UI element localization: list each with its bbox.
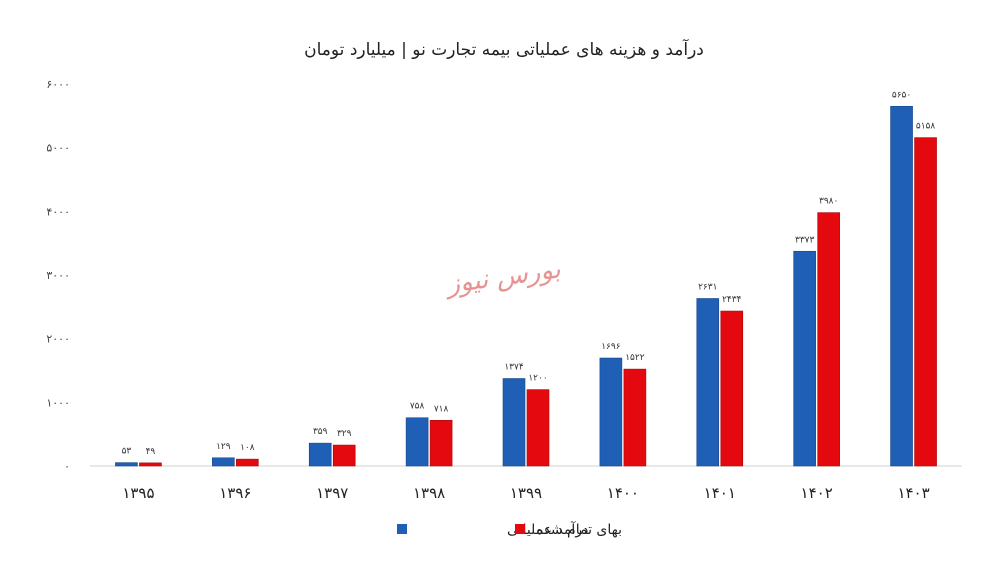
data-labels-group: ۵۳ ۴۹ ۱۲۹ ۱۰۸ ۳۵۹ ۳۲۹ ۷۵۸ ۷۱۸ ۱۳۷۴ ۱۲۰۰ ۱۶۹۶ ۱۵۲۲ ۲۶… bbox=[122, 90, 936, 457]
data-label: ۵۳ bbox=[122, 447, 132, 457]
data-label: ۲۴۳۴ bbox=[722, 295, 742, 305]
data-label: ۵۱۵۸ bbox=[916, 122, 936, 132]
data-label: ۴۹ bbox=[146, 447, 156, 457]
data-label: ۳۵۹ bbox=[313, 427, 328, 437]
bar-operating-revenue bbox=[115, 462, 138, 467]
x-tick-label: ۱۴۰۲ bbox=[801, 484, 833, 502]
y-tick-label: ۵۰۰۰ bbox=[46, 142, 70, 155]
x-tick-label: ۱۳۹۹ bbox=[510, 484, 542, 502]
bar-cost bbox=[236, 458, 259, 467]
y-tick-label: ۰ bbox=[64, 460, 70, 473]
bar-cost bbox=[429, 419, 453, 467]
data-label: ۱۲۰۰ bbox=[528, 374, 547, 384]
y-tick-label: ۲۰۰۰ bbox=[46, 333, 70, 346]
y-axis: ۰ ۱۰۰۰ ۲۰۰۰ ۳۰۰۰ ۴۰۰۰ ۵۰۰۰ ۶۰۰۰ bbox=[46, 78, 70, 473]
y-tick-label: ۳۰۰۰ bbox=[46, 269, 70, 282]
bar-operating-revenue bbox=[212, 457, 235, 467]
bars-group bbox=[115, 105, 937, 467]
legend-label-cost: بهای تمام شده bbox=[536, 522, 622, 538]
chart-title: درآمد و هزینه های عملیاتی بیمه تجارت نو … bbox=[304, 38, 704, 60]
data-label: ۲۶۳۱ bbox=[698, 282, 717, 292]
legend-swatch-revenue bbox=[397, 524, 407, 534]
bar-cost bbox=[914, 137, 937, 467]
x-tick-label: ۱۳۹۵ bbox=[122, 484, 154, 502]
watermark: بورس نیوز bbox=[442, 254, 562, 300]
data-label: ۷۱۸ bbox=[434, 404, 449, 414]
data-label: ۷۵۸ bbox=[410, 402, 425, 412]
data-label: ۳۳۷۳ bbox=[795, 235, 815, 245]
bar-cost bbox=[139, 462, 162, 467]
y-tick-label: ۶۰۰۰ bbox=[46, 78, 70, 91]
data-label: ۱۶۹۶ bbox=[601, 342, 621, 352]
bar-operating-revenue bbox=[308, 442, 332, 467]
legend-swatch-cost bbox=[515, 524, 525, 534]
y-tick-label: ۱۰۰۰ bbox=[46, 396, 70, 409]
x-tick-label: ۱۳۹۸ bbox=[413, 484, 445, 502]
bar-operating-revenue bbox=[890, 105, 913, 467]
bar-operating-revenue bbox=[502, 378, 526, 467]
legend-label-revenue: درآمد عملیاتی bbox=[507, 521, 588, 538]
bar-cost bbox=[720, 310, 744, 467]
y-tick-label: ۴۰۰۰ bbox=[46, 205, 70, 218]
data-label: ۵۶۵۰ bbox=[892, 90, 911, 100]
bar-cost bbox=[817, 212, 840, 467]
x-tick-label: ۱۳۹۷ bbox=[316, 484, 348, 502]
data-label: ۱۵۲۲ bbox=[625, 353, 645, 363]
bar-operating-revenue bbox=[405, 417, 429, 467]
x-axis: ۱۳۹۵ ۱۳۹۶ ۱۳۹۷ ۱۳۹۸ ۱۳۹۹ ۱۴۰۰ ۱۴۰۱ ۱۴۰۲ ۱۴۰۳ bbox=[122, 484, 929, 502]
bar-operating-revenue bbox=[793, 250, 816, 467]
bar-operating-revenue bbox=[599, 357, 623, 467]
x-tick-label: ۱۴۰۰ bbox=[607, 484, 639, 502]
data-label: ۱۰۸ bbox=[240, 443, 255, 453]
bar-cost bbox=[623, 368, 647, 467]
x-tick-label: ۱۳۹۶ bbox=[219, 484, 251, 502]
bar-cost bbox=[332, 444, 356, 467]
data-label: ۳۹۸۰ bbox=[819, 197, 838, 207]
data-label: ۱۳۷۴ bbox=[504, 363, 524, 373]
bar-cost bbox=[526, 389, 550, 467]
data-label: ۱۲۹ bbox=[216, 442, 231, 452]
data-label: ۳۲۹ bbox=[337, 429, 352, 439]
x-tick-label: ۱۴۰۱ bbox=[704, 484, 736, 502]
x-tick-label: ۱۴۰۳ bbox=[897, 484, 929, 502]
bar-operating-revenue bbox=[696, 298, 720, 467]
